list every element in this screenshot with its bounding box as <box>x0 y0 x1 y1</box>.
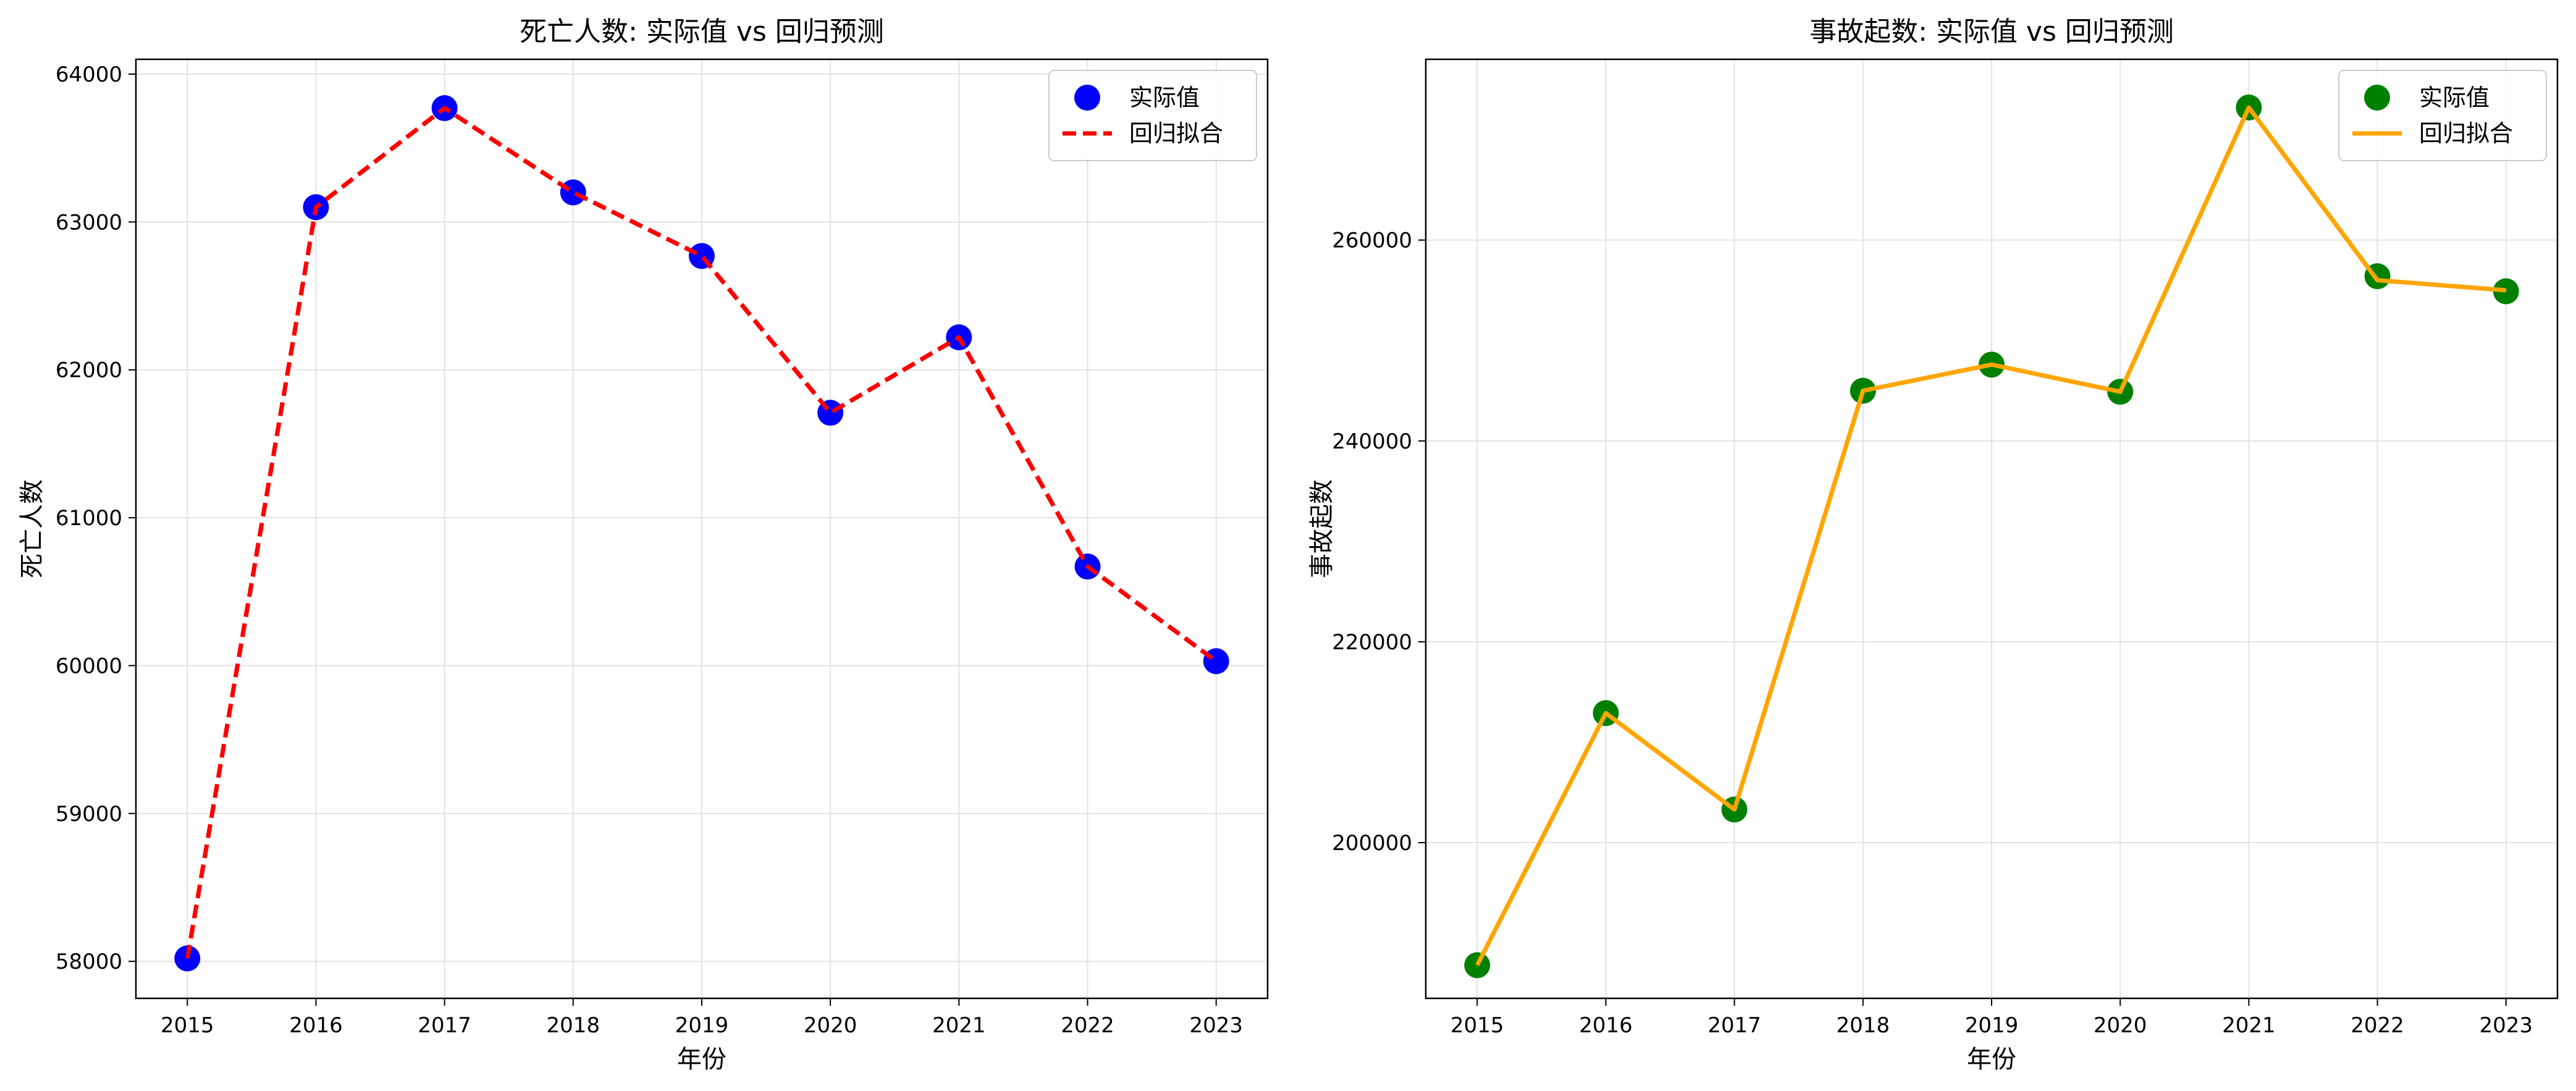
axes-frame <box>135 58 1269 1000</box>
x-tick-label: 2020 <box>804 1013 857 1038</box>
legend-label: 实际值 <box>1129 84 1200 111</box>
legend-label: 实际值 <box>2419 84 2490 111</box>
x-tick-label: 2017 <box>1707 1013 1761 1038</box>
series-line-overlay <box>185 106 1218 959</box>
x-tick-label: 2021 <box>932 1013 986 1038</box>
legend-box <box>2338 70 2547 161</box>
x-tick-label: 2023 <box>1189 1013 1243 1038</box>
x-tick-label: 2023 <box>2479 1013 2533 1038</box>
grid-lines <box>136 59 1268 998</box>
legend-marker <box>1074 85 1100 111</box>
chart-title: 事故起数: 实际值 vs 回归预测 <box>1809 16 2174 48</box>
x-tick-label: 2022 <box>1061 1013 1114 1038</box>
y-tick-label: 63000 <box>56 210 122 235</box>
data-point <box>560 179 586 206</box>
y-tick-label: 62000 <box>56 358 122 383</box>
y-tick-label: 61000 <box>56 506 122 531</box>
y-tick-label: 58000 <box>56 950 122 974</box>
y-tick-label: 60000 <box>56 654 122 678</box>
x-tick-label: 2020 <box>2094 1013 2147 1038</box>
y-tick-label: 200000 <box>1332 831 1412 856</box>
x-tick-label: 2019 <box>675 1013 729 1038</box>
legend-marker <box>2364 85 2390 111</box>
x-tick-label: 2015 <box>161 1013 214 1038</box>
y-tick-label: 240000 <box>1332 429 1412 454</box>
grid-lines <box>1426 59 2557 998</box>
x-tick-label: 2019 <box>1965 1013 2019 1038</box>
axes-frame <box>1425 58 2559 1000</box>
y-tick-label: 260000 <box>1332 229 1412 253</box>
x-axis-label: 年份 <box>677 1045 726 1074</box>
legend-box <box>1048 70 1257 161</box>
x-tick-label: 2022 <box>2351 1013 2404 1038</box>
series-line-overlay <box>1475 105 2506 966</box>
y-tick-label: 220000 <box>1332 630 1412 655</box>
data-point <box>2493 278 2519 305</box>
y-axis-label: 事故起数 <box>1308 479 1336 578</box>
legend-label: 回归拟合 <box>1129 120 1223 147</box>
x-tick-label: 2016 <box>1579 1013 1633 1038</box>
x-tick-label: 2018 <box>1837 1013 1890 1038</box>
x-tick-label: 2016 <box>289 1013 343 1038</box>
x-axis-label: 年份 <box>1967 1045 2016 1074</box>
legend-label: 回归拟合 <box>2419 120 2513 147</box>
chart-panel-1: 2015 2016 2017 2018 2019 2020 2021 2022 2023 5800… <box>18 16 1269 1074</box>
x-tick-label: 2015 <box>1450 1013 1504 1038</box>
y-axis-label: 死亡人数 <box>18 479 46 578</box>
chart-panel-2: 2015 2016 2017 2018 2019 2020 2021 2022 2023 2000… <box>1308 16 2559 1074</box>
x-tick-label: 2018 <box>547 1013 600 1038</box>
x-tick-label: 2021 <box>2222 1013 2276 1038</box>
y-tick-label: 59000 <box>56 802 122 827</box>
y-tick-label: 64000 <box>56 62 122 87</box>
x-tick-label: 2017 <box>418 1013 471 1038</box>
chart-title: 死亡人数: 实际值 vs 回归预测 <box>520 16 884 48</box>
